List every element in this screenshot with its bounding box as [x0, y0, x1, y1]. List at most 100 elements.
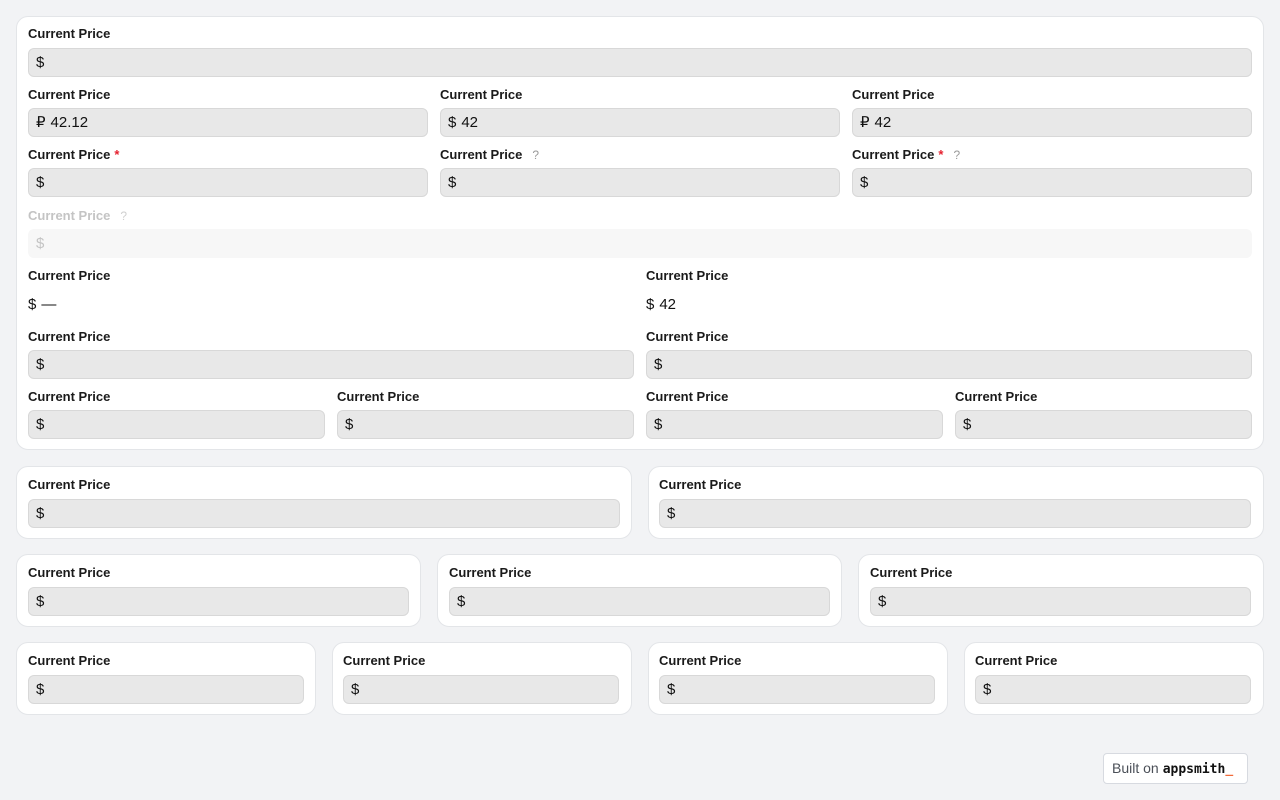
help-icon[interactable]: ? [532, 148, 540, 162]
price-input[interactable]: $ [28, 675, 304, 704]
label-text: Current Price [28, 208, 111, 223]
currency-prefix: $ [667, 505, 676, 522]
input-value: 42.12 [50, 114, 89, 131]
label-text: Current Price [343, 653, 426, 668]
price-readonly-value: $42 [646, 296, 676, 313]
currency-prefix: $ [457, 593, 466, 610]
field-label: Current Price *? [852, 147, 960, 162]
price-input[interactable]: $ [659, 675, 935, 704]
field-label: Current Price * [28, 147, 119, 162]
field-label: Current Price [28, 565, 110, 580]
label-text: Current Price [28, 147, 111, 162]
price-input[interactable]: $ [975, 675, 1251, 704]
label-text: Current Price [449, 565, 532, 580]
label-text: Current Price [28, 477, 111, 492]
field-label: Current Price [337, 389, 419, 404]
price-input[interactable]: ₽42.12 [28, 108, 428, 137]
price-input[interactable]: $ [28, 410, 325, 439]
label-text: Current Price [28, 329, 111, 344]
currency-prefix: $ [667, 681, 676, 698]
currency-prefix: $ [36, 505, 45, 522]
price-input[interactable]: ₽42 [852, 108, 1252, 137]
field-label: Current Price? [28, 208, 127, 223]
price-input[interactable]: $ [28, 48, 1252, 77]
field-label: Current Price [955, 389, 1037, 404]
field-label: Current Price [28, 268, 110, 283]
price-input: $ [28, 229, 1252, 258]
label-text: Current Price [440, 87, 523, 102]
input-value: 42 [874, 114, 892, 131]
currency-prefix: $ [345, 416, 354, 433]
field-label: Current Price [343, 653, 425, 668]
price-input[interactable]: $ [955, 410, 1252, 439]
price-input[interactable]: $ [659, 499, 1251, 528]
field-label: Current Price [28, 329, 110, 344]
currency-prefix: $ [878, 593, 887, 610]
field-label: Current Price [852, 87, 934, 102]
required-asterisk: * [938, 147, 944, 162]
label-text: Current Price [28, 565, 111, 580]
price-input[interactable]: $ [337, 410, 634, 439]
price-input[interactable]: $42 [440, 108, 840, 137]
required-asterisk: * [114, 147, 120, 162]
label-text: Current Price [852, 147, 935, 162]
label-text: Current Price [646, 329, 729, 344]
price-input[interactable]: $ [440, 168, 840, 197]
label-text: Current Price [870, 565, 953, 580]
built-on-appsmith-badge[interactable]: Built on appsmith_ [1103, 753, 1248, 784]
price-readonly-value: $ — [28, 296, 56, 313]
currency-prefix: $ [448, 174, 457, 191]
currency-prefix: ₽ [36, 114, 46, 131]
built-on-text: Built on [1112, 760, 1159, 776]
currency-prefix: $ [983, 681, 992, 698]
field-label: Current Price [646, 389, 728, 404]
currency-prefix: $ [963, 416, 972, 433]
price-input[interactable]: $ [28, 587, 409, 616]
label-text: Current Price [28, 389, 111, 404]
appsmith-logo: appsmith_ [1162, 762, 1234, 777]
currency-prefix: $ [448, 114, 457, 131]
field-label: Current Price [28, 87, 110, 102]
currency-prefix: $ [351, 681, 360, 698]
currency-prefix: $ [28, 296, 37, 313]
field-label: Current Price [659, 653, 741, 668]
field-label: Current Price [870, 565, 952, 580]
currency-prefix: $ [860, 174, 869, 191]
field-label: Current Price [28, 653, 110, 668]
price-input[interactable]: $ [449, 587, 830, 616]
field-label: Current Price [975, 653, 1057, 668]
field-label: Current Price [28, 477, 110, 492]
label-text: Current Price [28, 268, 111, 283]
label-text: Current Price [28, 26, 111, 41]
price-input[interactable]: $ [28, 350, 634, 379]
currency-prefix: $ [646, 296, 655, 313]
field-label: Current Price [28, 26, 110, 41]
label-text: Current Price [852, 87, 935, 102]
currency-prefix: $ [36, 174, 45, 191]
price-input[interactable]: $ [870, 587, 1251, 616]
label-text: Current Price [975, 653, 1058, 668]
currency-prefix: $ [36, 54, 45, 71]
field-label: Current Price? [440, 147, 539, 162]
price-input[interactable]: $ [646, 410, 943, 439]
input-value: 42 [659, 296, 677, 313]
field-label: Current Price [440, 87, 522, 102]
input-value: — [41, 296, 57, 313]
label-text: Current Price [659, 477, 742, 492]
label-text: Current Price [646, 389, 729, 404]
price-input[interactable]: $ [28, 168, 428, 197]
currency-prefix: ₽ [860, 114, 870, 131]
price-input[interactable]: $ [646, 350, 1252, 379]
field-label: Current Price [646, 329, 728, 344]
price-input[interactable]: $ [28, 499, 620, 528]
help-icon[interactable]: ? [953, 148, 961, 162]
price-input[interactable]: $ [343, 675, 619, 704]
currency-prefix: $ [654, 416, 663, 433]
price-input[interactable]: $ [852, 168, 1252, 197]
field-label: Current Price [28, 389, 110, 404]
help-icon[interactable]: ? [120, 209, 128, 223]
currency-prefix: $ [36, 593, 45, 610]
currency-prefix: $ [36, 356, 45, 373]
field-label: Current Price [659, 477, 741, 492]
currency-prefix: $ [36, 681, 45, 698]
